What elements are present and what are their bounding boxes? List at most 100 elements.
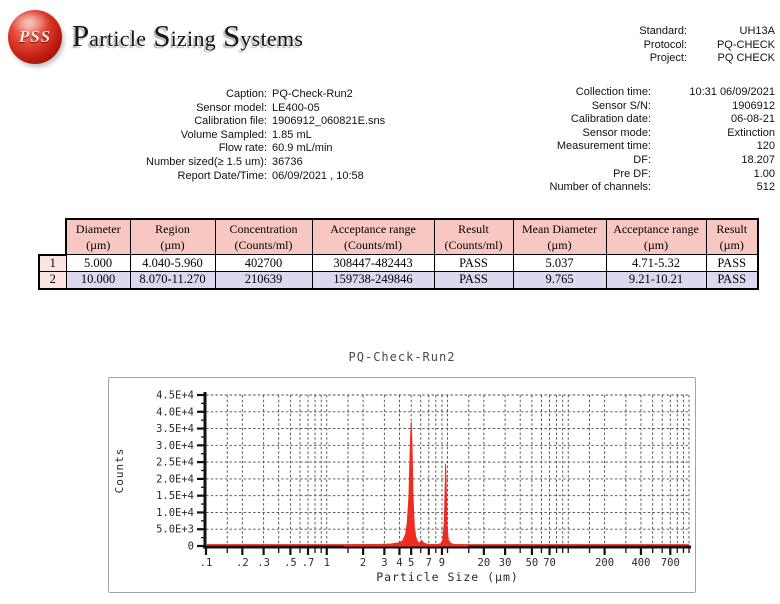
project-label: Project: bbox=[649, 52, 687, 65]
table-cell: 402700 bbox=[214, 254, 313, 272]
table-row: 2 10.000 8.070-11.270 210639 159738-249846 PA… bbox=[38, 271, 759, 290]
x-tick-label: 7 bbox=[426, 557, 432, 569]
y-tick-label: 4.5E+4 bbox=[156, 390, 194, 402]
table-cell: 159738-249846 bbox=[311, 271, 435, 290]
df-label: DF: bbox=[633, 153, 651, 166]
sensor-sn-label: Sensor S/N: bbox=[591, 99, 651, 112]
x-tick-label: .1 bbox=[200, 557, 213, 569]
x-tick-label: 3 bbox=[381, 557, 387, 569]
flow-rate-value: 60.9 mL/min bbox=[272, 142, 333, 155]
col-region: Region (µm) bbox=[129, 218, 216, 255]
collection-time-value: 10:31 06/09/2021 bbox=[689, 86, 775, 98]
table-cell: PASS bbox=[705, 271, 759, 290]
y-tick-label: 3.5E+4 bbox=[156, 423, 194, 435]
x-tick-label: 200 bbox=[595, 557, 614, 569]
x-tick-label: 9 bbox=[439, 557, 445, 569]
table-cell: 5.037 bbox=[512, 254, 607, 272]
table-cell: 4.71-5.32 bbox=[605, 254, 707, 272]
col-diameter: Diameter (µm) bbox=[65, 218, 131, 255]
standard-value: UH13A bbox=[739, 25, 775, 37]
calibration-date-label: Calibration date: bbox=[570, 113, 651, 126]
x-tick-label: .3 bbox=[257, 557, 270, 569]
logo-badge-text: PSS bbox=[18, 27, 52, 46]
table-cell: PASS bbox=[433, 271, 514, 290]
col-result-counts: Result (Counts/ml) bbox=[433, 218, 514, 255]
sensor-sn-value: 1906912 bbox=[732, 99, 775, 112]
x-tick-label: 4 bbox=[396, 557, 402, 569]
caption-label: Caption: bbox=[226, 88, 267, 100]
brand-cap: S bbox=[223, 18, 241, 53]
table-cell: 9.765 bbox=[512, 271, 607, 290]
x-tick-label: 700 bbox=[661, 557, 680, 569]
table-cell: 5.000 bbox=[65, 254, 131, 272]
col-mean-diameter: Mean Diameter (µm) bbox=[512, 218, 607, 255]
table-cell: 210639 bbox=[214, 271, 313, 290]
volume-sampled-label: Volume Sampled: bbox=[180, 128, 267, 141]
y-tick-label: 0 bbox=[188, 541, 194, 553]
x-tick-label: 5 bbox=[408, 557, 414, 569]
table-cell: 9.21-10.21 bbox=[605, 271, 707, 290]
x-tick-label: 50 bbox=[526, 557, 539, 569]
particle-size-chart: 05.0E+31.0E+41.5E+42.0E+42.5E+43.0E+43.5… bbox=[113, 390, 691, 585]
x-tick-label: 70 bbox=[543, 557, 556, 569]
table-cell: PASS bbox=[705, 254, 759, 272]
brand-rest: izing bbox=[170, 26, 217, 51]
brand-rest: ystems bbox=[240, 26, 304, 51]
x-tick-label: 20 bbox=[478, 557, 491, 569]
y-tick-label: 5.0E+3 bbox=[156, 524, 194, 536]
distribution-series bbox=[207, 421, 689, 547]
table-cell: 8.070-11.270 bbox=[129, 271, 216, 290]
volume-sampled-value: 1.85 mL bbox=[272, 128, 312, 141]
measurement-time-label: Measurement time: bbox=[556, 140, 651, 153]
collection-info-block: Collection time: 10:31 06/09/2021 Sensor… bbox=[550, 86, 776, 195]
x-tick-label: 1 bbox=[324, 557, 330, 569]
brand-cap: S bbox=[153, 18, 171, 53]
sensor-model-label: Sensor model: bbox=[196, 101, 267, 114]
axis-labels: 05.0E+31.0E+41.5E+42.0E+42.5E+43.0E+43.5… bbox=[113, 390, 680, 585]
col-concentration: Concentration (Counts/ml) bbox=[214, 218, 313, 255]
x-tick-label: 30 bbox=[499, 557, 512, 569]
chart-title: PQ-Check-Run2 bbox=[348, 350, 456, 364]
y-tick-label: 4.0E+4 bbox=[156, 406, 194, 418]
row-number: 1 bbox=[38, 253, 67, 272]
calibration-file-label: Calibration file: bbox=[194, 115, 267, 128]
collection-time-label: Collection time: bbox=[575, 86, 651, 98]
results-table-body: 1 5.000 4.040-5.960 402700 308447-482443 PASS… bbox=[38, 253, 759, 290]
protocol-label: Protocol: bbox=[643, 38, 687, 51]
table-cell: PASS bbox=[433, 254, 514, 272]
pre-df-value: 1.00 bbox=[753, 167, 775, 180]
flow-rate-label: Flow rate: bbox=[218, 142, 267, 155]
x-tick-label: .2 bbox=[236, 557, 249, 569]
grid-lines bbox=[206, 394, 690, 546]
col-result-um: Result (µm) bbox=[705, 218, 759, 255]
table-cell: 10.000 bbox=[65, 271, 131, 290]
table-cell: 4.040-5.960 bbox=[129, 254, 216, 272]
brand-title: Particle Sizing Systems bbox=[72, 12, 310, 60]
number-sized-value: 36736 bbox=[272, 155, 303, 168]
y-tick-label: 1.0E+4 bbox=[156, 507, 194, 519]
calibration-file-value: 1906912_060821E.sns bbox=[272, 115, 386, 128]
sensor-mode-label: Sensor mode: bbox=[582, 126, 651, 139]
row-number: 2 bbox=[38, 271, 67, 290]
col-acceptance-range-counts: Acceptance range (Counts/ml) bbox=[311, 218, 435, 255]
table-cell: 308447-482443 bbox=[311, 254, 435, 272]
sensor-mode-value: Extinction bbox=[727, 126, 775, 139]
chart-frame: 0 5.0E+3 1.0E+4 1.5E+4 2.0E+4 2.5E+4 3.0E+4 3.5… bbox=[108, 377, 696, 593]
project-value: PQ CHECK bbox=[717, 52, 775, 65]
pss-logo-icon: PSS bbox=[8, 10, 62, 64]
table-header-row: Diameter (µm) Region (µm) Concentration (Co… bbox=[39, 218, 759, 255]
measurement-time-value: 120 bbox=[756, 140, 775, 153]
calibration-date-value: 06-08-21 bbox=[730, 113, 775, 126]
brand-cap: P bbox=[72, 18, 90, 53]
num-channels-value: 512 bbox=[756, 181, 775, 194]
header-meta-block: Standard: UH13A Protocol: PQ-CHECK Proje… bbox=[639, 25, 775, 66]
caption-value: PQ-Check-Run2 bbox=[272, 88, 353, 100]
x-axis-title: Particle Size (µm) bbox=[376, 570, 519, 584]
run-info-block: Caption: PQ-Check-Run2 Sensor model: LE4… bbox=[40, 88, 385, 183]
y-axis-title: Counts bbox=[113, 448, 126, 494]
protocol-value: PQ-CHECK bbox=[716, 38, 775, 51]
brand-rest: article bbox=[89, 26, 147, 51]
size-distribution-area bbox=[343, 421, 468, 547]
y-tick-label: 3.0E+4 bbox=[156, 440, 194, 452]
